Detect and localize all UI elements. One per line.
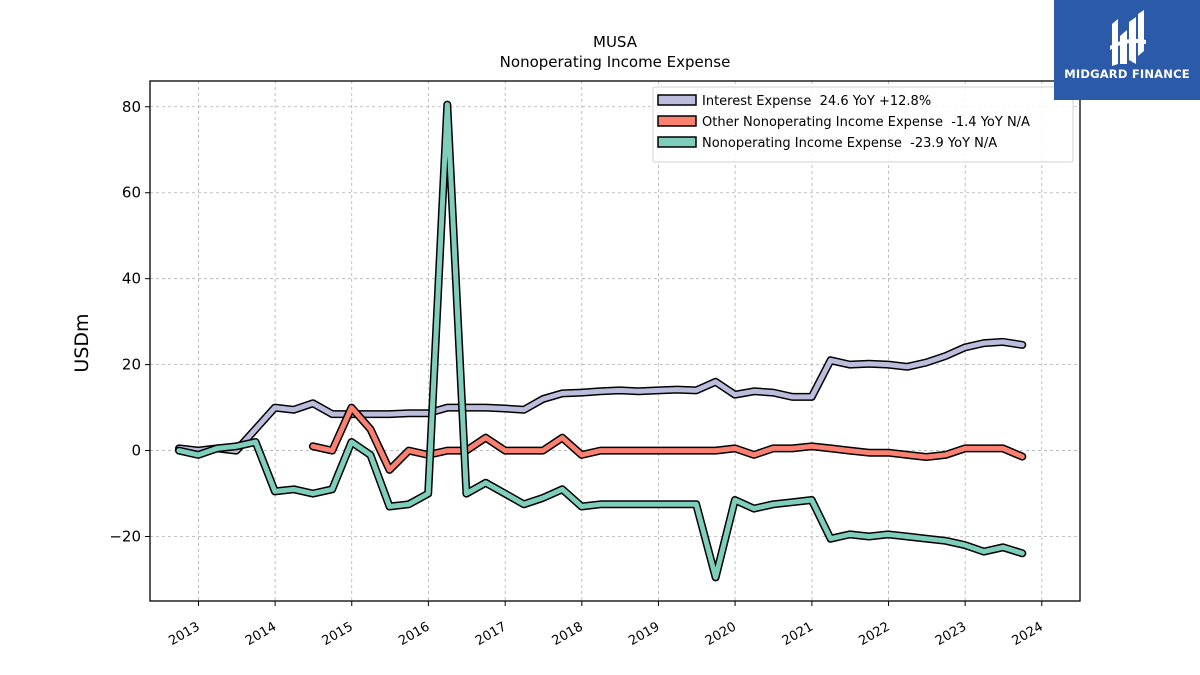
x-tick-label: 2024 (1010, 619, 1046, 649)
y-tick-label: 60 (122, 184, 141, 202)
legend-label: Interest Expense 24.6 YoY +12.8% (702, 94, 931, 109)
y-tick-label: −20 (109, 528, 141, 546)
brand-logo: MIDGARD FINANCE (1054, 0, 1200, 100)
chart-title: MUSA (593, 33, 638, 51)
plot-frame (149, 80, 1081, 602)
x-tick-label: 2022 (856, 619, 892, 649)
series-line (176, 339, 1025, 454)
y-tick-label: 40 (122, 270, 141, 288)
axis-ticks: −20 0 20 40 60 80 2013 2014 2015 2016 2017 2018 2019… (109, 98, 1045, 649)
y-tick-label: 20 (122, 356, 141, 374)
y-axis-label: USDm (71, 313, 93, 372)
series-line (176, 102, 1025, 580)
x-tick-label: 2016 (396, 619, 432, 649)
grid-lines (150, 81, 1080, 601)
legend-swatch (657, 136, 697, 148)
x-tick-label: 2019 (626, 619, 662, 649)
legend-label: Nonoperating Income Expense -23.9 YoY N/… (702, 136, 997, 151)
y-tick-label: 0 (131, 442, 141, 460)
legend-swatch (657, 115, 697, 127)
chart-subtitle: Nonoperating Income Expense (500, 53, 731, 71)
brand-name: MIDGARD FINANCE (1064, 67, 1190, 81)
x-tick-label: 2018 (550, 619, 586, 649)
legend-label: Other Nonoperating Income Expense -1.4 Y… (702, 115, 1030, 130)
legend-swatch (657, 94, 697, 106)
legend: Interest Expense 24.6 YoY +12.8% Other No… (652, 86, 1074, 163)
x-tick-label: 2017 (473, 619, 509, 649)
x-tick-label: 2013 (166, 619, 202, 649)
x-tick-label: 2014 (243, 619, 279, 649)
x-tick-label: 2021 (780, 619, 816, 649)
midgard-finance-logo-icon (1110, 10, 1146, 66)
series-line-outline (175, 337, 1027, 455)
legend-box (652, 86, 1074, 163)
data-lines (175, 100, 1027, 582)
y-tick-label: 80 (122, 98, 141, 116)
x-tick-label: 2015 (320, 619, 356, 649)
x-tick-label: 2020 (703, 619, 739, 649)
x-tick-label: 2023 (933, 619, 969, 649)
